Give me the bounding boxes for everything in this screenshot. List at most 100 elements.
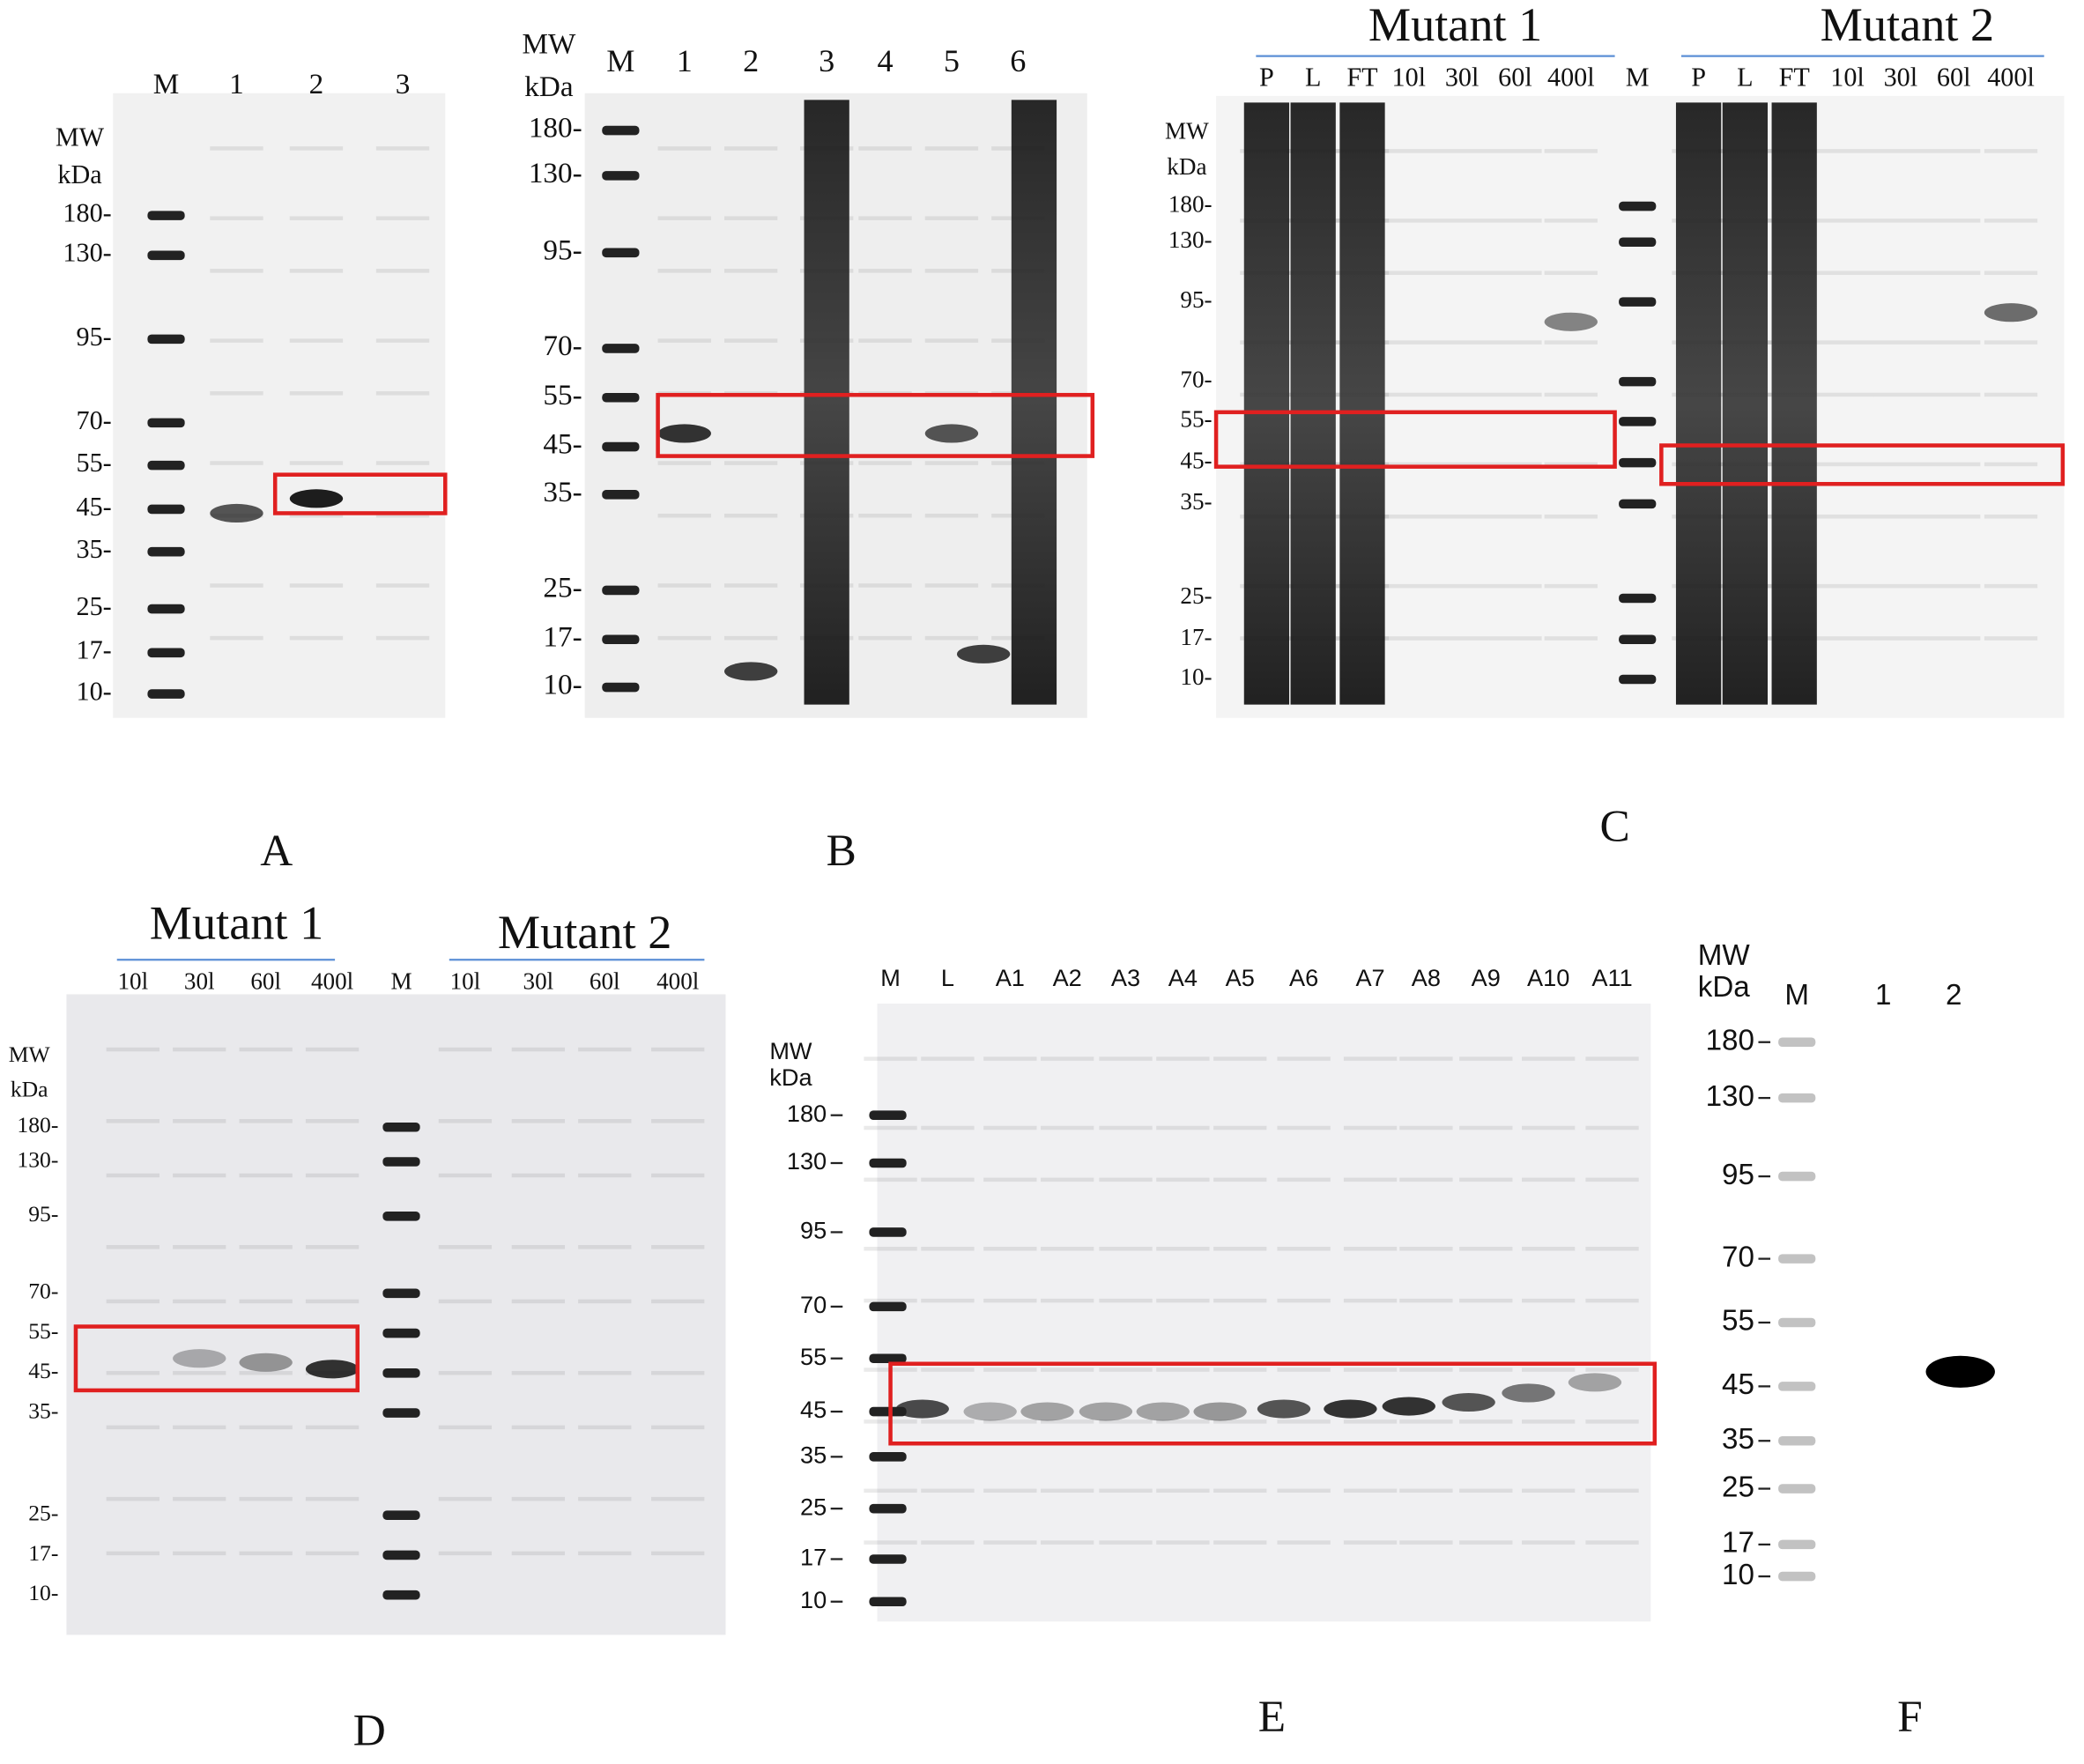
gel-band bbox=[1488, 462, 1542, 467]
marker-label: 17- bbox=[1180, 624, 1212, 650]
gel-band bbox=[1984, 462, 2038, 467]
gel-band bbox=[239, 1245, 293, 1249]
gel-band bbox=[864, 1298, 917, 1303]
lane-label: M bbox=[880, 964, 901, 991]
gel-band bbox=[1521, 1056, 1576, 1061]
marker-label: 10- bbox=[28, 1580, 58, 1605]
ladder-band bbox=[382, 1157, 420, 1167]
protein-band bbox=[963, 1402, 1017, 1421]
gel-band bbox=[1435, 149, 1489, 153]
marker-label: 95 bbox=[800, 1217, 827, 1244]
protein-band bbox=[1193, 1402, 1247, 1421]
marker-label: 45- bbox=[76, 492, 111, 522]
mw-unit: kDa bbox=[1167, 153, 1206, 180]
ladder-band bbox=[602, 392, 640, 403]
gel-band bbox=[1585, 1298, 1639, 1303]
gel-band bbox=[1213, 1125, 1267, 1130]
ladder-band bbox=[869, 1597, 907, 1607]
gel-band bbox=[1099, 1056, 1153, 1061]
gel-band bbox=[1213, 1540, 1267, 1545]
gel-band bbox=[1585, 1488, 1639, 1493]
gel-band bbox=[210, 461, 263, 465]
lane-label: 30l bbox=[523, 968, 554, 995]
gel-band bbox=[1399, 1488, 1453, 1493]
lane-label: M bbox=[1626, 63, 1650, 93]
gel-band bbox=[578, 1370, 632, 1375]
gel-band bbox=[173, 1425, 226, 1430]
lane-label: 400l bbox=[311, 968, 353, 995]
gel-band bbox=[724, 146, 778, 151]
gel-band bbox=[1277, 1488, 1331, 1493]
marker-label: 55 bbox=[800, 1343, 827, 1370]
gel-band bbox=[578, 1496, 632, 1501]
gel-band bbox=[724, 635, 778, 641]
gel-band bbox=[289, 146, 344, 151]
marker-label: 70 bbox=[800, 1291, 827, 1318]
gel-band bbox=[983, 1488, 1037, 1493]
ladder-band bbox=[869, 1503, 907, 1514]
gel-band bbox=[1382, 392, 1435, 397]
gel-band bbox=[1873, 271, 1928, 275]
gel-band bbox=[1213, 1247, 1267, 1251]
gel-band bbox=[983, 1367, 1037, 1372]
gel-band bbox=[1927, 340, 1981, 345]
gel-band bbox=[1343, 1419, 1398, 1424]
highlight-box bbox=[888, 1361, 1658, 1446]
gel-band bbox=[173, 1173, 226, 1178]
gel-band bbox=[1343, 1367, 1398, 1372]
ladder-band bbox=[1778, 1037, 1816, 1048]
ladder-band bbox=[1778, 1171, 1816, 1182]
gel-band bbox=[724, 513, 778, 518]
gel-band bbox=[858, 635, 912, 641]
marker-label: 180- bbox=[63, 198, 111, 228]
ladder-band bbox=[869, 1353, 907, 1364]
gel-band bbox=[1343, 1177, 1398, 1182]
gel-band bbox=[106, 1370, 159, 1375]
gel-band bbox=[1099, 1177, 1153, 1182]
gel-band bbox=[657, 635, 711, 641]
gel-band bbox=[1521, 1488, 1576, 1493]
ladder-band bbox=[1778, 1254, 1816, 1264]
marker-label: 25 bbox=[1722, 1471, 1754, 1503]
gel-band bbox=[239, 1047, 293, 1052]
ladder-band bbox=[382, 1590, 420, 1600]
highlight-box bbox=[1659, 443, 2065, 486]
gel-band bbox=[1821, 271, 1874, 275]
gel-band bbox=[239, 1425, 293, 1430]
mw-unit: MW bbox=[523, 28, 576, 61]
gel-band bbox=[1821, 514, 1874, 519]
gel-band bbox=[924, 635, 979, 641]
lane-label: M bbox=[606, 43, 634, 78]
marker-label: 130- bbox=[1168, 226, 1213, 253]
ladder-band bbox=[1778, 1539, 1816, 1550]
lane-label: A5 bbox=[1226, 964, 1255, 991]
ladder-band bbox=[1778, 1435, 1816, 1446]
gel-band bbox=[1099, 1367, 1153, 1372]
gel-band bbox=[1435, 271, 1489, 275]
ladder-band bbox=[147, 546, 185, 557]
gel-band bbox=[106, 1496, 159, 1501]
marker-label: 10- bbox=[1180, 663, 1212, 690]
gel-band bbox=[210, 338, 263, 343]
marker-label: 35- bbox=[543, 476, 582, 508]
gel-band bbox=[239, 1299, 293, 1304]
mw-unit: MW bbox=[9, 1041, 51, 1067]
gel-band bbox=[864, 1488, 917, 1493]
lane-label: A1 bbox=[996, 964, 1025, 991]
gel-band bbox=[657, 583, 711, 588]
gel-band bbox=[1821, 636, 1874, 641]
gel-band bbox=[511, 1119, 566, 1123]
gel-band bbox=[289, 391, 344, 396]
gel-band bbox=[1156, 1419, 1210, 1424]
lane-label: A8 bbox=[1412, 964, 1441, 991]
protein-band bbox=[724, 662, 778, 681]
panel-letter: D bbox=[353, 1705, 386, 1755]
lane-label: M bbox=[1784, 979, 1809, 1012]
protein-band bbox=[1568, 1373, 1622, 1392]
gel-band bbox=[578, 1551, 632, 1556]
marker-label: 180- bbox=[17, 1112, 58, 1138]
marker-label: 45- bbox=[1180, 447, 1212, 473]
ladder-band bbox=[382, 1550, 420, 1560]
gel-band bbox=[1984, 636, 2038, 641]
gel-band bbox=[578, 1119, 632, 1123]
